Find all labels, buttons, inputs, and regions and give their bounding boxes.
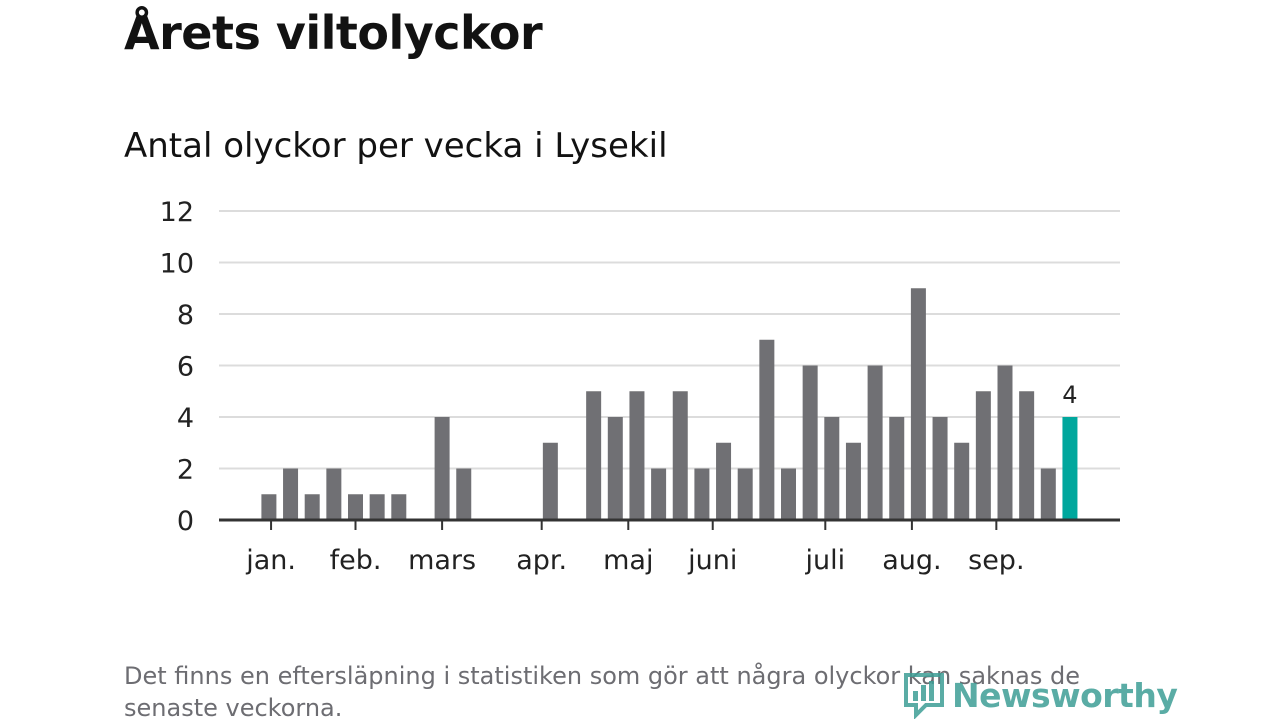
- bar-highlight: [1062, 417, 1078, 520]
- bar: [889, 417, 905, 520]
- gridlines: [219, 210, 1120, 470]
- bar: [434, 417, 450, 520]
- bar: [1019, 391, 1035, 520]
- x-tick-label: maj: [603, 545, 653, 576]
- bar: [1040, 468, 1056, 520]
- y-tick-label: 6: [177, 352, 194, 383]
- newsworthy-logo-text: Newsworthy: [952, 675, 1178, 715]
- newsworthy-logo-icon: [904, 673, 944, 719]
- y-tick-label: 12: [160, 197, 194, 228]
- data-labels: 4: [1062, 381, 1077, 409]
- y-tick-label: 2: [177, 455, 194, 486]
- data-label: 4: [1062, 381, 1077, 409]
- chart-title: Årets viltolyckor: [124, 6, 543, 60]
- bar: [737, 468, 753, 520]
- bar: [456, 468, 472, 520]
- bar: [954, 442, 970, 520]
- newsworthy-logo: Newsworthy: [902, 670, 1178, 720]
- bar: [867, 365, 883, 520]
- bar: [391, 494, 407, 520]
- bar: [369, 494, 385, 520]
- bar: [802, 365, 818, 520]
- bar: [326, 468, 342, 520]
- chart-subtitle: Antal olyckor per vecka i Lysekil: [124, 126, 668, 166]
- x-tick-label: sep.: [968, 545, 1024, 576]
- x-tick-label: aug.: [882, 545, 941, 576]
- y-tick-label: 8: [177, 300, 194, 331]
- y-tick-label: 4: [177, 403, 194, 434]
- bar: [694, 468, 710, 520]
- bar: [759, 339, 775, 520]
- bars: [261, 288, 1078, 520]
- bar: [283, 468, 299, 520]
- x-tick-label: jan.: [245, 545, 296, 576]
- bar: [845, 442, 861, 520]
- bar: [997, 365, 1013, 520]
- x-tick-label: mars: [408, 545, 476, 576]
- bar: [910, 288, 926, 520]
- bar: [824, 417, 840, 520]
- bar: [651, 468, 667, 520]
- bar: [716, 442, 732, 520]
- y-axis-ticks: 0 2 4 6 8 10 12: [160, 197, 194, 537]
- x-tick-label: juli: [804, 545, 845, 576]
- bar: [586, 391, 602, 520]
- bar: [672, 391, 688, 520]
- bar: [975, 391, 991, 520]
- bar: [348, 494, 363, 520]
- x-axis: jan. feb. mars apr. maj juni juli aug. sep.: [219, 518, 1120, 576]
- bar: [629, 391, 645, 520]
- x-tick-label: feb.: [330, 545, 382, 576]
- x-tick-label: apr.: [516, 545, 567, 576]
- bar: [261, 494, 277, 520]
- x-tick-label: juni: [687, 545, 737, 576]
- y-tick-label: 0: [177, 506, 194, 537]
- bar: [607, 417, 623, 520]
- bar: [304, 494, 320, 520]
- bar: [932, 417, 948, 520]
- bar: [781, 468, 796, 520]
- bar: [542, 442, 558, 520]
- y-tick-label: 10: [160, 249, 194, 280]
